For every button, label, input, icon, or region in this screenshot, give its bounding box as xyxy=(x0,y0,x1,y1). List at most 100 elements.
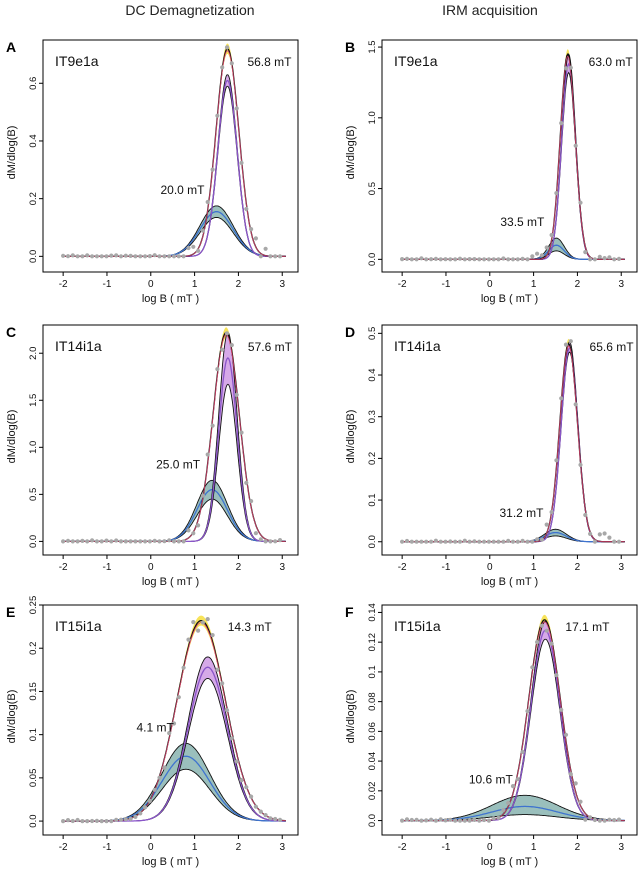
y-tick-label: 0.25 xyxy=(28,596,39,615)
data-point xyxy=(224,708,230,713)
y-tick-label: 0.05 xyxy=(28,769,39,788)
y-axis-label: dM/dlog(B) xyxy=(6,690,18,744)
data-point xyxy=(249,227,254,232)
data-point xyxy=(249,794,254,799)
data-point xyxy=(477,257,482,262)
data-point xyxy=(65,538,71,543)
data-point xyxy=(128,816,133,822)
data-point xyxy=(114,538,119,543)
data-point xyxy=(477,539,482,544)
data-point xyxy=(472,817,477,823)
data-point xyxy=(530,665,535,670)
data-point xyxy=(453,539,458,544)
data-point xyxy=(563,732,569,737)
data-point xyxy=(583,512,588,518)
x-tick-label: 3 xyxy=(618,562,624,573)
data-point xyxy=(424,257,429,262)
high-coercivity-band xyxy=(63,332,286,542)
data-point xyxy=(147,254,152,259)
x-tick-label: 3 xyxy=(618,279,624,290)
x-tick-label: -2 xyxy=(398,562,407,573)
data-point xyxy=(152,253,157,258)
envelope-band xyxy=(63,43,286,257)
data-point xyxy=(220,65,225,70)
x-tick-label: -1 xyxy=(103,279,112,290)
x-tick-label: 2 xyxy=(236,279,242,290)
panel-C: C -2 -1 0 1 2 3 0.0 0.5 1.0 1.5 2.0 log B ( mT ) dM/d… xyxy=(6,324,299,588)
data-point xyxy=(559,396,564,401)
data-point xyxy=(157,539,162,544)
data-point xyxy=(535,537,540,542)
y-tick-label: 0.5 xyxy=(367,182,378,195)
data-point xyxy=(143,539,148,544)
plot-frame xyxy=(381,604,638,836)
data-point xyxy=(544,522,549,527)
data-point xyxy=(196,248,201,253)
x-tick-label: -2 xyxy=(398,279,407,290)
y-tick-label: 0.5 xyxy=(28,488,39,501)
data-point xyxy=(167,254,172,259)
data-point xyxy=(273,539,278,544)
data-point xyxy=(616,256,622,261)
data-point xyxy=(268,539,273,544)
data-point xyxy=(244,206,249,212)
data-point xyxy=(258,809,263,814)
data-point xyxy=(506,800,511,806)
data-point xyxy=(258,537,263,542)
data-point xyxy=(616,539,622,544)
data-point xyxy=(268,816,273,821)
x-tick-label: 1 xyxy=(531,279,537,290)
data-point xyxy=(181,665,186,670)
data-point xyxy=(80,819,85,824)
data-point xyxy=(90,254,95,259)
low-coercivity-label: 31.2 mT xyxy=(499,506,544,520)
x-tick-label: 0 xyxy=(148,279,154,290)
data-point xyxy=(90,538,95,543)
data-point xyxy=(573,781,578,786)
data-point xyxy=(602,531,607,536)
data-point xyxy=(186,528,191,533)
y-tick-label: 0.4 xyxy=(367,368,378,381)
data-point xyxy=(90,818,95,824)
x-tick-label: -1 xyxy=(442,842,451,853)
data-point xyxy=(70,253,75,258)
data-point xyxy=(162,254,167,259)
data-point xyxy=(482,817,487,823)
data-point xyxy=(429,257,434,262)
data-point xyxy=(549,509,554,515)
data-point xyxy=(94,539,99,544)
data-point xyxy=(200,620,205,625)
x-tick-label: 2 xyxy=(236,562,242,573)
data-point xyxy=(123,253,128,258)
data-point xyxy=(462,538,467,543)
panel-E: E -2 -1 0 1 2 3 0.0 0.05 0.1 0.15 0.2 0.25 log B ( mT… xyxy=(6,596,299,868)
data-point xyxy=(186,637,191,642)
y-axis-label: dM/dlog(B) xyxy=(345,126,357,180)
data-point xyxy=(486,818,491,823)
data-point xyxy=(597,532,602,537)
data-point xyxy=(491,257,496,262)
data-point xyxy=(404,538,410,544)
data-point xyxy=(433,818,438,823)
data-point xyxy=(443,818,448,823)
data-point xyxy=(94,818,99,824)
data-point xyxy=(535,251,540,256)
data-point xyxy=(448,539,453,544)
data-point xyxy=(65,818,71,823)
low-coercivity-band xyxy=(63,743,286,822)
data-point xyxy=(414,539,419,544)
data-point xyxy=(583,817,588,822)
data-point xyxy=(85,253,90,258)
data-point xyxy=(419,539,424,544)
y-tick-label: 0.1 xyxy=(28,728,39,741)
x-tick-label: 3 xyxy=(618,842,624,853)
data-point xyxy=(215,367,220,372)
data-point xyxy=(263,246,268,251)
data-point xyxy=(224,45,230,50)
data-point xyxy=(133,814,138,820)
data-point xyxy=(176,695,181,700)
data-point xyxy=(453,818,458,823)
data-point xyxy=(602,818,607,823)
data-point xyxy=(419,818,424,823)
data-point xyxy=(429,817,434,822)
